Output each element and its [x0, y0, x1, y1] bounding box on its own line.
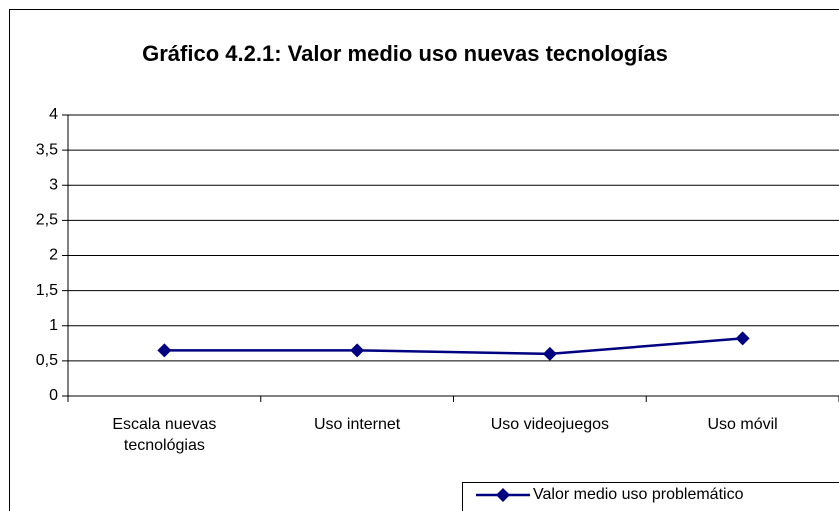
y-tick-label: 3 — [49, 176, 58, 193]
x-tick-label: Uso móvil — [707, 416, 778, 433]
y-tick-label: 0,5 — [36, 352, 58, 369]
legend-label: Valor medio uso problemático — [533, 486, 744, 503]
legend-box — [462, 482, 839, 511]
chart-frame — [9, 9, 839, 511]
chart-title: Gráfico 4.2.1: Valor medio uso nuevas te… — [142, 41, 668, 66]
y-tick-label: 4 — [49, 106, 58, 123]
y-tick-label: 3,5 — [36, 141, 58, 158]
point-marker — [735, 331, 750, 346]
y-tick-label: 1,5 — [36, 282, 58, 299]
y-tick-label: 2 — [49, 247, 58, 264]
y-tick-label: 2,5 — [36, 212, 58, 229]
x-tick-label: Escala nuevas tecnológias — [112, 416, 217, 454]
y-tick-label: 0 — [49, 387, 58, 404]
point-marker — [157, 343, 172, 358]
x-tick-label: Uso videojuegos — [490, 416, 610, 433]
y-tick-label: 1 — [49, 317, 58, 334]
legend-marker — [496, 488, 510, 502]
x-tick-label: Uso internet — [313, 416, 401, 433]
point-marker — [542, 346, 557, 361]
point-marker — [350, 343, 365, 358]
series-line — [164, 337, 743, 356]
